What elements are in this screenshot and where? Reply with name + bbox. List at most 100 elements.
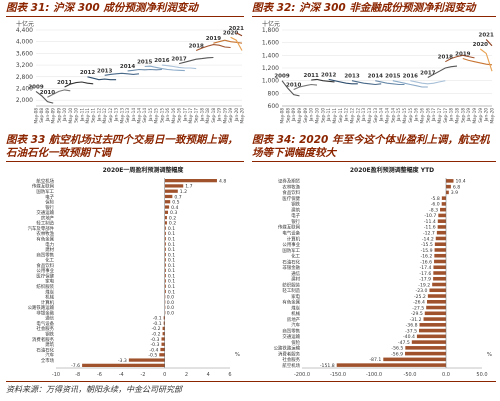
category-label: 公路铁路运输	[28, 304, 55, 311]
series-label: 2016	[154, 58, 169, 64]
x-tick-label: May-20	[490, 108, 495, 124]
source-rule	[6, 381, 496, 382]
bar	[434, 259, 446, 264]
y-tick-label: 3,200	[16, 62, 33, 69]
bar	[164, 289, 166, 294]
x-tick-label: 50.0	[476, 372, 487, 378]
x-tick-label: May-10	[315, 108, 320, 124]
series-label: 2018	[438, 55, 453, 61]
bar	[441, 196, 446, 200]
fig33-bar-chart: 2020E一周盈利预测调整幅度 4.8 航空机场 1.7 传媒互联网 1.2 国防军工 0.7…	[28, 166, 240, 378]
bar-value-label: -47.5	[398, 340, 410, 346]
series-label: 2016	[403, 74, 418, 80]
y-tick-label: 1,800	[262, 27, 279, 34]
bar-value-label: 0.0	[167, 305, 174, 311]
fig32-title: 图表 32: 沪深 300 非金融成份预测净利润变动	[252, 2, 476, 14]
bar	[164, 274, 166, 278]
category-label: 电子	[291, 212, 300, 219]
bar-value-label: -151.8	[320, 363, 335, 369]
category-label: 计算机	[287, 235, 301, 242]
series-line	[178, 56, 214, 65]
x-tick-label: 0	[163, 372, 166, 378]
series-line	[479, 48, 493, 72]
category-label: 有色金属	[36, 235, 54, 242]
bar	[411, 340, 446, 344]
bar-value-label: 0.7	[174, 194, 181, 200]
bar-value-label: -56.9	[391, 351, 403, 357]
bar-value-label: -3.3	[118, 358, 127, 364]
bar-value-label: -87.1	[369, 357, 381, 363]
series-label: 2012	[80, 70, 95, 76]
x-tick-label: Sep-13	[373, 108, 378, 123]
bar-value-label: 0.1	[168, 231, 175, 237]
bar	[164, 226, 166, 230]
category-label: 商贸零售	[282, 327, 300, 334]
x-tick-label: Jan-09	[291, 108, 296, 123]
x-tick-label: Sep-18	[460, 108, 465, 123]
x-tick-label: 4	[207, 372, 210, 378]
category-label: 计算机	[41, 299, 55, 306]
x-tick-label: 0.0	[442, 372, 450, 378]
x-tick-label: Jan-19	[466, 108, 471, 123]
bar	[419, 328, 446, 333]
bar-value-label: -11.6	[424, 225, 436, 231]
x-tick-label: Jan-14	[379, 108, 384, 123]
category-label: 钢铁	[45, 330, 54, 337]
x-tick-label: May-19	[222, 108, 227, 124]
x-tick-label: Sep-09	[303, 108, 308, 123]
x-tick-label: May-15	[402, 108, 407, 124]
bar-value-label: -16.2	[420, 254, 432, 260]
fig32-line-chart: 十亿元 600 800 1,000 1,200 1,400 1,600 1,800 May-08…	[262, 20, 495, 124]
category-label: 纺织服装	[282, 281, 300, 288]
bar-value-label: -7.6	[71, 363, 80, 369]
bar	[164, 305, 166, 309]
series-line	[375, 80, 405, 86]
series-line	[104, 72, 140, 76]
bar	[437, 219, 446, 223]
bar	[164, 189, 178, 193]
bar-value-label: 0.0	[167, 295, 174, 301]
category-label: 农林牧渔	[282, 183, 300, 190]
bar-value-label: -16.6	[420, 259, 432, 265]
bar	[163, 316, 165, 320]
series-line	[236, 32, 243, 37]
bar-value-label: 10.4	[455, 179, 465, 185]
bar-value-label: 0.1	[168, 247, 175, 253]
x-tick-label: Sep-11	[91, 108, 96, 123]
series-label: 2011	[57, 80, 72, 86]
category-label: 轻工制造	[282, 287, 300, 294]
bar	[436, 230, 446, 235]
x-tick-label: Jan-14	[131, 108, 136, 123]
series-label: 2017	[171, 57, 186, 63]
y-tick-label: 3,600	[16, 50, 33, 57]
category-label: 国防军工	[36, 188, 54, 195]
bar	[164, 194, 173, 199]
x-tick-label: Sep-17	[443, 108, 448, 123]
bar-value-label: -15.5	[421, 242, 433, 248]
x-tick-label: Jan-11	[326, 108, 331, 123]
series-line	[64, 81, 94, 88]
bar	[336, 363, 446, 367]
bar-value-label: -0.2	[152, 326, 161, 332]
x-tick-label: Jan-18	[449, 108, 454, 123]
bar-value-label: 0.0	[167, 310, 174, 316]
bar-value-label: -23.0	[416, 288, 428, 294]
unit-label: 十亿元	[16, 20, 34, 28]
x-tick-label: May-13	[119, 108, 124, 124]
fig31-title: 图表 31: 沪深 300 成份预测净利润变动	[6, 2, 198, 14]
category-label: 医疗保健	[282, 195, 300, 202]
bar	[164, 200, 171, 204]
series-line	[328, 78, 358, 85]
bar	[164, 268, 166, 272]
x-tick-label: May-15	[154, 108, 159, 124]
category-label: 机械	[291, 310, 300, 317]
x-tick-label: -8	[75, 372, 80, 378]
bar	[434, 253, 446, 258]
series-label: 2013	[97, 68, 112, 74]
x-tick-label: May-17	[188, 108, 193, 124]
category-label: 电气设备	[36, 320, 54, 327]
bar-value-label: -0.5	[148, 353, 157, 359]
source-note: 资料来源：万得资讯，朝阳永续，中金公司研究部	[6, 385, 182, 394]
series-label: 2015	[137, 60, 152, 66]
series-label: 2020	[473, 42, 488, 48]
